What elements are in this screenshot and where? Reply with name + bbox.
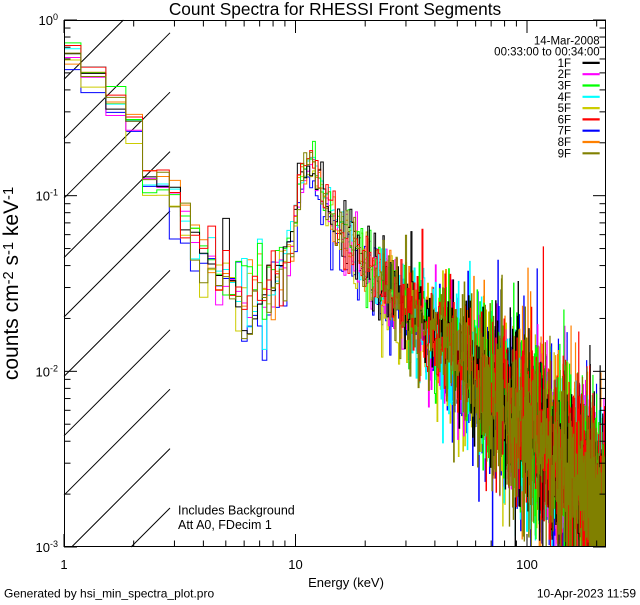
svg-text:7F: 7F bbox=[558, 126, 571, 138]
svg-text:5F: 5F bbox=[558, 103, 571, 115]
svg-text:8F: 8F bbox=[558, 137, 571, 149]
svg-text:10-Apr-2023 11:59: 10-Apr-2023 11:59 bbox=[537, 586, 637, 600]
svg-text:9F: 9F bbox=[558, 148, 571, 160]
svg-text:14-Mar-2008: 14-Mar-2008 bbox=[534, 35, 600, 47]
svg-text:Generated by hsi_min_spectra_p: Generated by hsi_min_spectra_plot.pro bbox=[4, 586, 214, 600]
svg-text:100: 100 bbox=[516, 557, 538, 572]
svg-text:Energy (keV): Energy (keV) bbox=[308, 575, 384, 590]
svg-text:3F: 3F bbox=[558, 81, 571, 93]
svg-text:4F: 4F bbox=[558, 92, 571, 104]
svg-text:10: 10 bbox=[288, 557, 302, 572]
svg-text:Includes Background: Includes Background bbox=[178, 504, 295, 518]
svg-text:6F: 6F bbox=[558, 114, 571, 126]
svg-text:2F: 2F bbox=[558, 69, 571, 81]
svg-text:1F: 1F bbox=[558, 58, 571, 70]
svg-text:Count Spectra for RHESSI Front: Count Spectra for RHESSI Front Segments bbox=[169, 0, 502, 19]
svg-text:Att A0, FDecim 1: Att A0, FDecim 1 bbox=[178, 518, 272, 532]
svg-text:00:33:00 to 00:34:00: 00:33:00 to 00:34:00 bbox=[494, 47, 600, 59]
svg-text:1: 1 bbox=[60, 557, 67, 572]
